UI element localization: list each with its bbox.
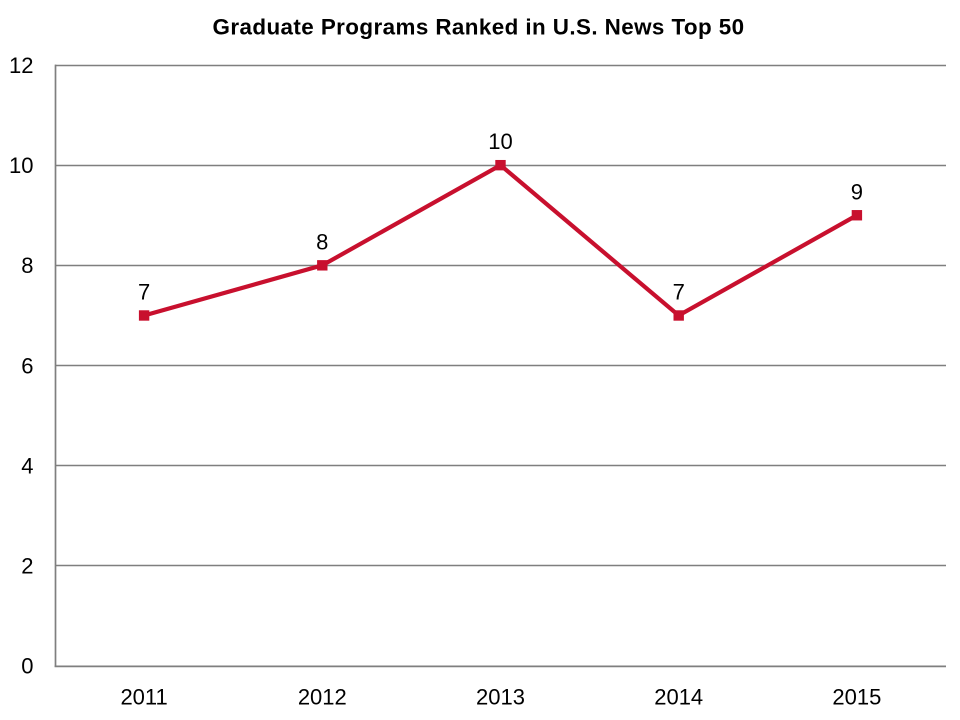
svg-text:2013: 2013	[476, 685, 525, 710]
svg-text:2014: 2014	[654, 685, 703, 710]
svg-text:7: 7	[673, 280, 685, 305]
svg-text:9: 9	[851, 179, 863, 204]
svg-text:12: 12	[9, 53, 33, 78]
svg-text:8: 8	[316, 229, 328, 254]
svg-text:10: 10	[488, 129, 512, 154]
svg-text:6: 6	[21, 353, 33, 378]
svg-text:8: 8	[21, 253, 33, 278]
svg-text:2011: 2011	[120, 685, 167, 710]
svg-text:10: 10	[9, 153, 33, 178]
svg-text:4: 4	[21, 453, 33, 478]
svg-text:2012: 2012	[298, 685, 347, 710]
svg-text:2: 2	[21, 554, 33, 579]
svg-text:7: 7	[138, 280, 150, 305]
svg-text:0: 0	[21, 654, 33, 679]
svg-text:2015: 2015	[832, 685, 881, 710]
svg-text:Graduate Programs Ranked in U.: Graduate Programs Ranked in U.S. News To…	[213, 14, 745, 39]
